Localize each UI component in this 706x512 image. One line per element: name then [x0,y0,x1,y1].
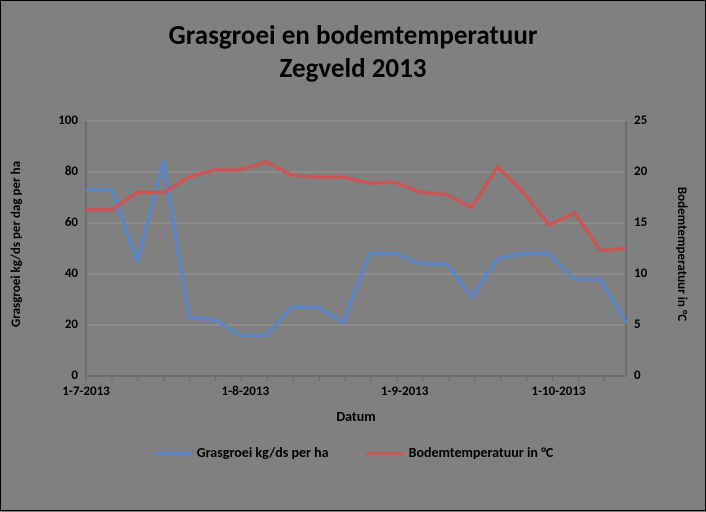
legend-item: Grasgroei kg/ds per ha [153,444,329,461]
x-tick: 1-8-2013 [200,384,290,399]
y-right-tick: 15 [634,215,664,230]
legend-item: Bodemtemperatuur in °C [365,444,554,461]
x-tick: 1-10-2013 [514,384,604,399]
y-left-tick: 60 [38,215,78,230]
legend-label: Bodemtemperatuur in °C [409,444,554,461]
y-left-tick: 40 [38,266,78,281]
x-axis-label: Datum [86,408,626,425]
y-axis-right-label: Bodemtemperatuur in °C [674,159,689,349]
x-tick: 1-7-2013 [41,384,131,399]
x-tick: 1-9-2013 [360,384,450,399]
y-axis-left-label: Grasgroei kg/ds per dag per ha [9,134,24,354]
legend-swatch [153,452,191,455]
y-right-tick: 25 [634,113,664,128]
y-left-tick: 20 [38,317,78,332]
chart-svg [1,1,706,512]
y-left-tick: 0 [38,368,78,383]
legend: Grasgroei kg/ds per ha Bodemtemperatuur i… [1,444,705,461]
y-left-tick: 80 [38,164,78,179]
legend-swatch [365,452,403,455]
y-left-tick: 100 [38,113,78,128]
y-right-tick: 0 [634,368,664,383]
legend-label: Grasgroei kg/ds per ha [197,444,329,461]
chart-container: Grasgroei en bodemtemperatuur Zegveld 20… [0,0,706,511]
y-right-tick: 10 [634,266,664,281]
y-right-tick: 5 [634,317,664,332]
y-right-tick: 20 [634,164,664,179]
